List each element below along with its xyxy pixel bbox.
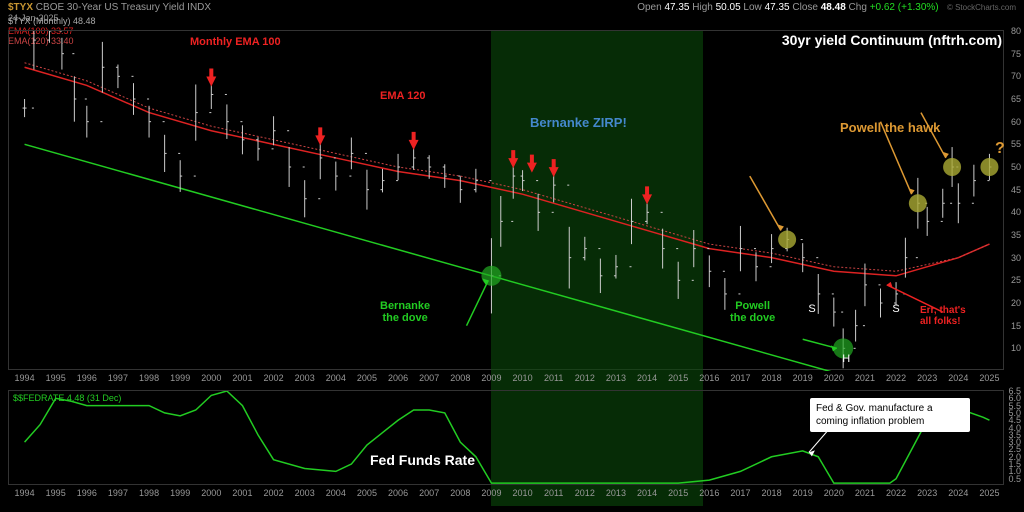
fed-gov-callout: Fed & Gov. manufacture a coming inflatio… bbox=[810, 398, 970, 432]
main-chart-panel: SSH 199419951996199719981999200020012002… bbox=[8, 30, 1004, 370]
ticker-desc: CBOE 30-Year US Treasury Yield INDX bbox=[36, 2, 211, 13]
chart-date: 24-Jan-2025 bbox=[8, 13, 1016, 23]
svg-text:S: S bbox=[892, 303, 899, 315]
ohlc-block: Open 47.35 High 50.05 Low 47.35 Close 48… bbox=[637, 2, 1016, 13]
chart-header: $TYX CBOE 30-Year US Treasury Yield INDX… bbox=[8, 2, 1016, 16]
watermark: © StockCharts.com bbox=[947, 3, 1016, 12]
ticker-symbol: $TYX bbox=[8, 2, 33, 13]
svg-text:S: S bbox=[808, 303, 815, 315]
fedrate-legend: $$FEDRATE 4.48 (31 Dec) bbox=[13, 393, 121, 403]
svg-text:H: H bbox=[842, 353, 850, 365]
